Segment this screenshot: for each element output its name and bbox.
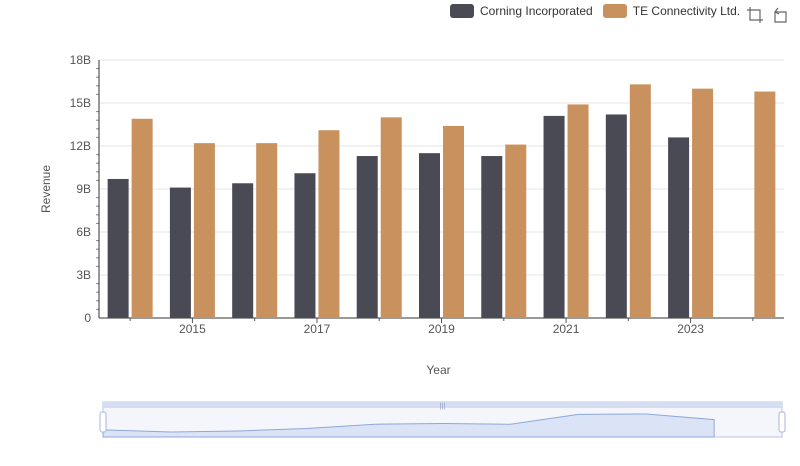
- x-axis-title: Year: [426, 363, 450, 377]
- data-zoom-slider[interactable]: |||: [99, 401, 786, 438]
- bar-te-2017: [318, 130, 340, 318]
- bar-te-2023: [692, 88, 714, 319]
- y-tick-label: 12B: [70, 139, 91, 153]
- bar-te-2018: [380, 117, 402, 318]
- x-tick-label: 2023: [677, 322, 704, 336]
- bar-corning-2020: [481, 156, 503, 318]
- legend: Corning Incorporated TE Connectivity Ltd…: [450, 4, 740, 18]
- y-tick-label: 15B: [70, 96, 91, 110]
- zoom-icon[interactable]: [746, 6, 764, 24]
- bar-corning-2014: [107, 178, 129, 318]
- x-tick-label: 2017: [304, 322, 331, 336]
- y-tick-label: 18B: [70, 53, 91, 67]
- legend-item-corning[interactable]: Corning Incorporated: [450, 4, 593, 18]
- bar-corning-2016: [232, 183, 254, 318]
- bar-te-2022: [629, 84, 651, 318]
- bar-te-2019: [443, 125, 464, 318]
- bar-te-2020: [505, 144, 527, 318]
- y-tick-label: 0: [84, 311, 91, 325]
- bar-te-2016: [256, 143, 278, 318]
- bar-corning-2023: [668, 137, 690, 318]
- legend-label-corning: Corning Incorporated: [480, 4, 593, 18]
- legend-swatch-corning: [450, 4, 474, 18]
- legend-item-te[interactable]: TE Connectivity Ltd.: [602, 4, 741, 18]
- data-zoom-handle-bar: [103, 402, 782, 408]
- bar-corning-2018: [356, 156, 378, 318]
- x-tick-label: 2015: [179, 322, 206, 336]
- bar-te-2021: [567, 104, 589, 318]
- data-zoom-grip-icon: |||: [440, 403, 446, 410]
- bar-corning-2021: [543, 115, 565, 319]
- legend-label-te: TE Connectivity Ltd.: [632, 4, 741, 18]
- bar-corning-2015: [169, 187, 191, 318]
- bar-corning-2017: [294, 173, 316, 318]
- y-axis-title: Revenue: [39, 165, 53, 213]
- data-zoom-handle-right[interactable]: [778, 411, 786, 433]
- data-zoom-handle-left[interactable]: [99, 411, 107, 433]
- bar-te-2024: [754, 91, 776, 319]
- y-tick-label: 6B: [76, 225, 91, 239]
- x-tick-label: 2021: [553, 322, 580, 336]
- y-tick-label: 9B: [76, 182, 91, 196]
- x-tick-label: 2019: [428, 322, 455, 336]
- bar-te-2015: [193, 143, 215, 318]
- data-zoom-overview: [102, 413, 715, 438]
- bar-te-2014: [131, 118, 153, 319]
- restore-icon[interactable]: [772, 6, 790, 24]
- bar-corning-2019: [419, 153, 440, 318]
- bar-corning-2022: [605, 114, 627, 318]
- y-tick-label: 3B: [76, 268, 91, 282]
- legend-swatch-te: [602, 4, 627, 18]
